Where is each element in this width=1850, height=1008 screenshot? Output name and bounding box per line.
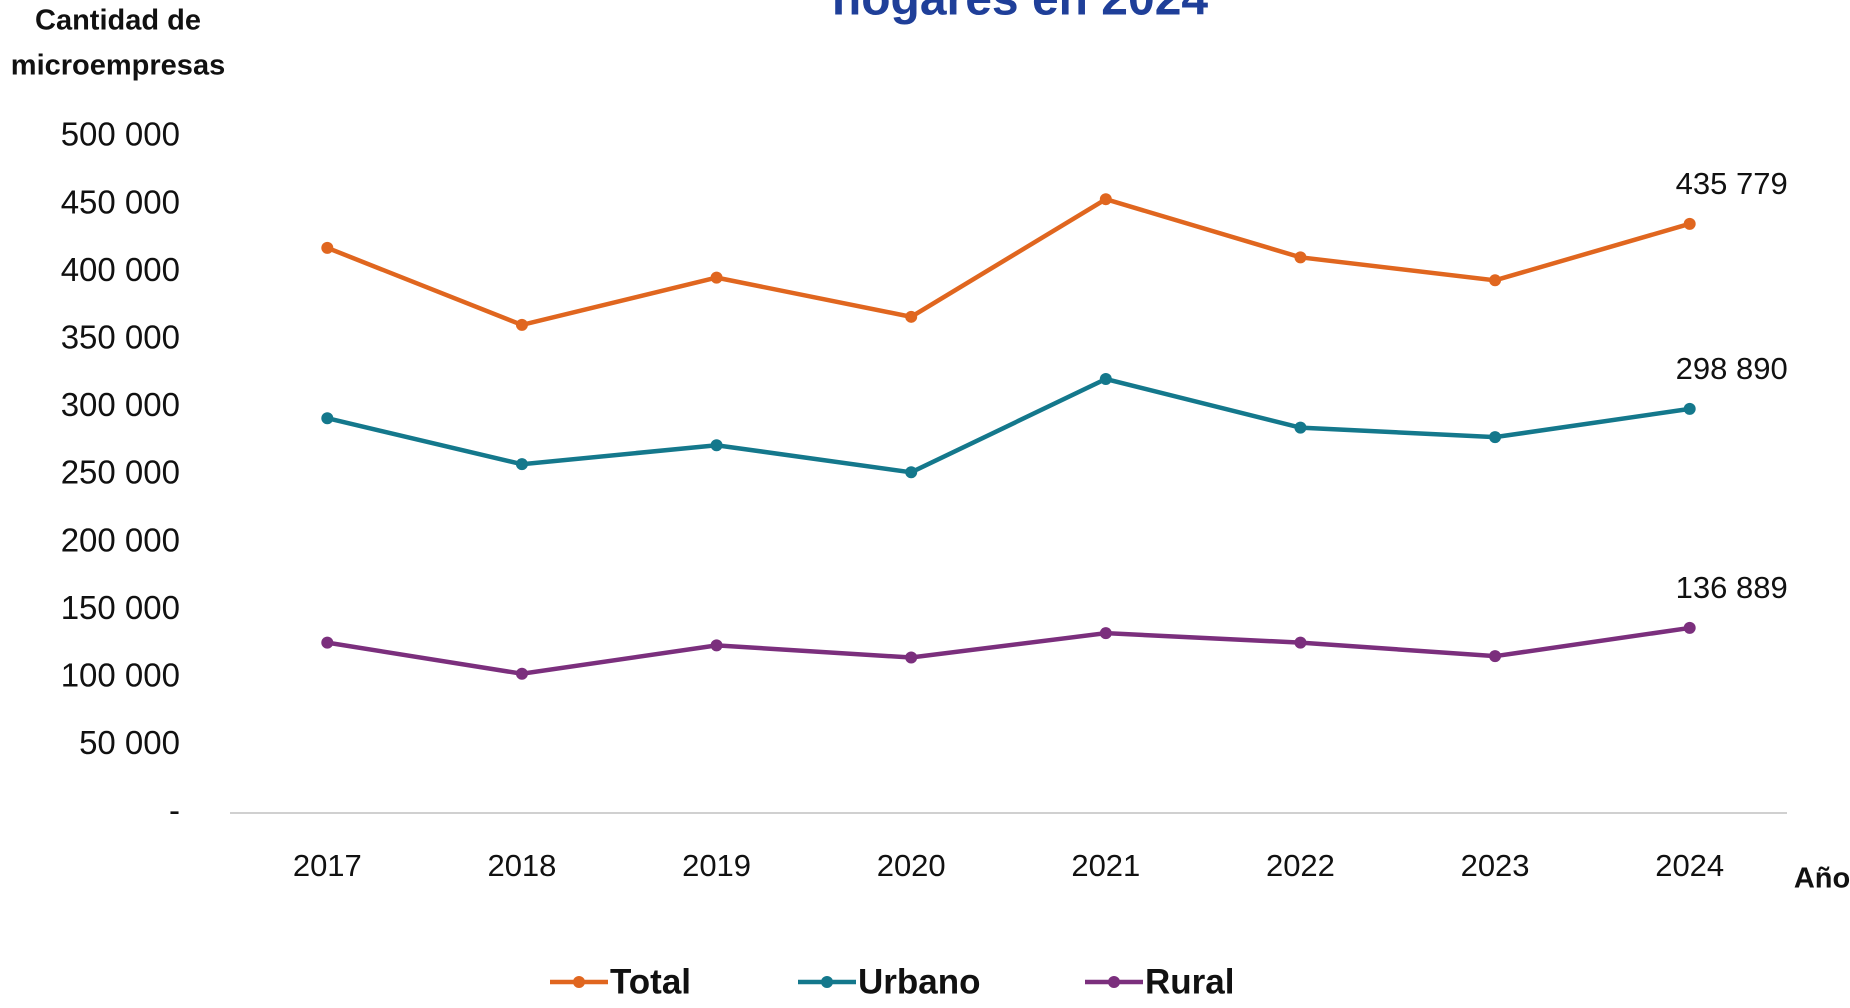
data-point (710, 271, 723, 284)
legend-marker (821, 976, 833, 988)
data-label: 435 779 (1676, 166, 1788, 201)
x-tick-label: 2018 (487, 848, 556, 883)
data-point (905, 466, 918, 479)
data-point (1099, 373, 1112, 386)
y-tick-label: 50 000 (79, 724, 180, 761)
y-tick-label: 250 000 (61, 454, 180, 491)
series-line (326, 196, 1691, 328)
y-tick-label: - (169, 792, 180, 829)
legend-label: Rural (1145, 962, 1234, 1001)
x-axis-label: Año (1794, 863, 1850, 895)
legend-marker (1108, 976, 1120, 988)
data-point (515, 318, 528, 331)
y-tick-label: 400 000 (61, 251, 180, 288)
data-point (710, 639, 723, 652)
x-tick-label: 2017 (293, 848, 362, 883)
data-point (905, 310, 918, 323)
data-point (1683, 402, 1696, 415)
x-tick-label: 2022 (1266, 848, 1335, 883)
x-tick-label: 2020 (877, 848, 946, 883)
x-tick-label: 2019 (682, 848, 751, 883)
data-point (1099, 627, 1112, 640)
data-point (1489, 274, 1502, 287)
x-tick-label: 2024 (1655, 848, 1724, 883)
data-label: 298 890 (1676, 351, 1788, 386)
legend-label: Urbano (858, 962, 981, 1001)
y-tick-label: 350 000 (61, 319, 180, 356)
chart-title: hogares en 2024 (832, 0, 1209, 26)
data-point (1489, 650, 1502, 663)
series-line (326, 376, 1691, 475)
y-axis-label: Cantidad de (35, 5, 201, 37)
data-point (515, 667, 528, 680)
data-point (321, 636, 334, 649)
data-point (1099, 193, 1112, 206)
data-point (905, 651, 918, 664)
y-tick-label: 450 000 (61, 183, 180, 220)
y-tick-label: 500 000 (61, 116, 180, 153)
x-tick-label: 2021 (1071, 848, 1140, 883)
data-point (1489, 431, 1502, 444)
series-line (326, 625, 1691, 677)
data-point (1294, 251, 1307, 264)
y-tick-label: 200 000 (61, 521, 180, 558)
y-axis-label: microempresas (11, 50, 225, 82)
data-point (710, 439, 723, 452)
data-point (515, 458, 528, 471)
data-point (1683, 217, 1696, 230)
y-tick-label: 100 000 (61, 657, 180, 694)
data-point (1683, 621, 1696, 634)
legend-marker (573, 976, 585, 988)
data-point (321, 241, 334, 254)
y-tick-label: 150 000 (61, 589, 180, 626)
data-point (321, 412, 334, 425)
data-label: 136 889 (1676, 570, 1788, 605)
data-point (1294, 421, 1307, 434)
x-tick-label: 2023 (1461, 848, 1530, 883)
data-point (1294, 636, 1307, 649)
y-tick-label: 300 000 (61, 386, 180, 423)
legend-label: Total (610, 962, 691, 1001)
